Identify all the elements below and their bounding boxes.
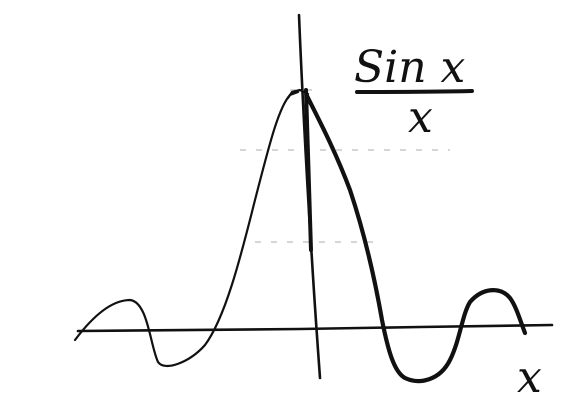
sinc-curve-left-branch xyxy=(73,90,300,368)
sinc-curve-peak-mark xyxy=(286,88,310,100)
label-numerator: Sin x xyxy=(354,42,466,93)
label-denominator: x xyxy=(408,92,433,143)
x-axis-label: x xyxy=(517,352,542,403)
sinc-curve-right-branch xyxy=(304,93,528,384)
fraction-bar xyxy=(355,89,474,94)
x-axis xyxy=(76,323,554,333)
y-axis-bold-segment xyxy=(304,88,313,252)
